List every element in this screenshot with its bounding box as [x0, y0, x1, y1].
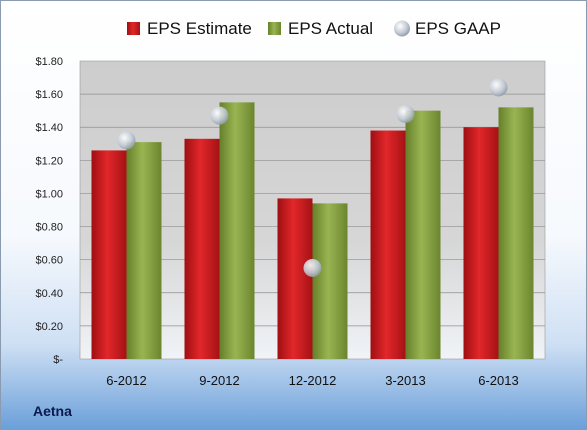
- y-tick-label: $-: [53, 354, 63, 366]
- legend-label: EPS GAAP: [415, 19, 501, 38]
- gaap-markers: [117, 78, 508, 277]
- legend-swatch: [127, 22, 140, 35]
- bar-eps-estimate: [91, 150, 127, 359]
- marker-eps-gaap: [303, 258, 322, 277]
- bar-eps-actual: [126, 142, 162, 359]
- bar-eps-actual: [498, 107, 534, 359]
- y-tick-label: $1.20: [35, 155, 63, 167]
- y-tick-label: $0.20: [35, 321, 63, 333]
- y-tick-label: $0.60: [35, 255, 63, 267]
- bar-eps-estimate: [184, 138, 220, 359]
- x-tick-label: 12-2012: [289, 373, 337, 388]
- legend-swatch: [268, 22, 281, 35]
- y-axis-tick-labels: $- $0.20 $0.40 $0.60 $0.80 $1.00 $1.20 $1.40 $1.…: [35, 56, 63, 366]
- y-tick-label: $1.80: [35, 56, 63, 68]
- bars: [91, 102, 534, 360]
- bar-eps-estimate: [463, 127, 499, 359]
- bar-eps-estimate: [277, 198, 313, 359]
- legend-label: EPS Estimate: [147, 19, 252, 38]
- x-tick-label: 3-2013: [385, 373, 425, 388]
- x-axis-tick-labels: 6-2012 9-2012 12-2012 3-2013 6-2013: [106, 373, 518, 388]
- legend: EPS Estimate EPS Actual EPS GAAP: [127, 19, 501, 38]
- y-tick-label: $1.60: [35, 89, 63, 101]
- bar-eps-estimate: [370, 130, 406, 359]
- x-tick-label: 6-2013: [478, 373, 518, 388]
- company-label: Aetna: [33, 403, 72, 419]
- y-tick-label: $0.80: [35, 222, 63, 234]
- bar-eps-actual: [312, 203, 348, 359]
- y-tick-label: $1.40: [35, 122, 63, 134]
- x-tick-label: 6-2012: [106, 373, 146, 388]
- legend-label: EPS Actual: [288, 19, 373, 38]
- legend-swatch: [394, 20, 410, 37]
- marker-eps-gaap: [396, 104, 415, 123]
- marker-eps-gaap: [117, 131, 136, 150]
- marker-eps-gaap: [210, 106, 229, 125]
- bar-eps-actual: [405, 110, 441, 360]
- bar-eps-actual: [219, 102, 255, 359]
- marker-eps-gaap: [489, 78, 508, 97]
- y-tick-label: $0.40: [35, 288, 63, 300]
- x-tick-label: 9-2012: [199, 373, 239, 388]
- y-tick-label: $1.00: [35, 188, 63, 200]
